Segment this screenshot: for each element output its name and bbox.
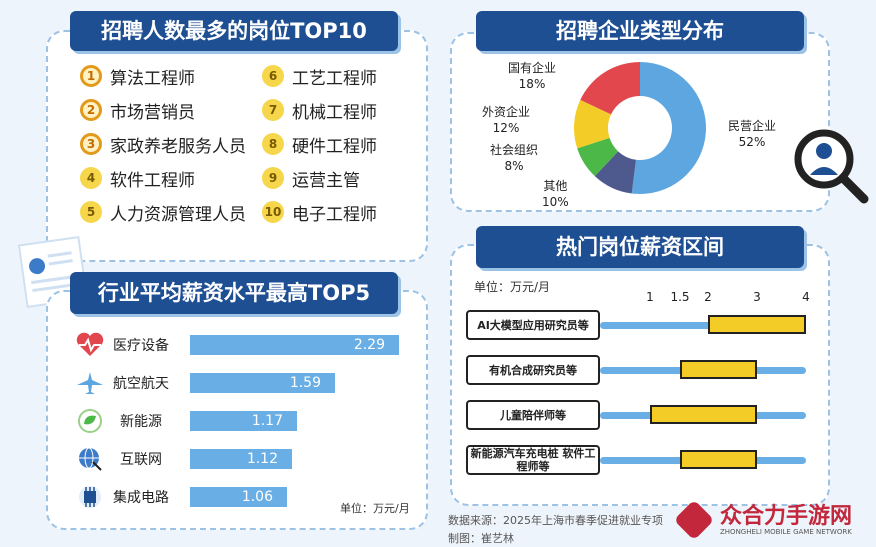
- top-job-item: 6 工艺工程师: [262, 61, 377, 91]
- top-job-item: 4 软件工程师: [80, 163, 195, 193]
- salary-job-label: 新能源汽车充电桩 软件工程师等: [466, 445, 600, 475]
- top-job-item: 9 运营主管: [262, 163, 360, 193]
- salary-range-bar: [650, 405, 757, 424]
- airplane-icon: [74, 369, 106, 397]
- industry-name: 互联网: [120, 452, 162, 468]
- rank-medal-icon: 8: [262, 133, 284, 155]
- donut-label: 民营企业 52%: [728, 118, 776, 150]
- donut-label: 外资企业 12%: [482, 104, 530, 136]
- salary-job-label: 有机合成研究员等: [466, 355, 600, 385]
- chart-author: 制图：崔艺林: [448, 532, 514, 545]
- industry-row: 集成电路: [74, 482, 176, 512]
- industry-salary-bar: 1.17: [190, 411, 297, 431]
- rank-medal-icon: 1: [80, 65, 102, 87]
- donut-slice: [580, 62, 640, 115]
- donut-slice: [577, 137, 619, 177]
- industry-row: 新能源: [74, 406, 176, 436]
- watermark-mark-icon: [673, 499, 715, 541]
- top-job-item: 8 硬件工程师: [262, 129, 377, 159]
- salary-job-label: 儿童陪伴师等: [466, 400, 600, 430]
- donut-label-pct: 8%: [504, 159, 524, 173]
- industry-name: 医疗设备: [113, 338, 169, 354]
- industry-unit: 单位：万元/月: [340, 502, 410, 515]
- salary-axis-tick: 1.5: [670, 290, 690, 304]
- top-job-name: 算法工程师: [110, 68, 195, 89]
- top-job-name: 软件工程师: [110, 170, 195, 191]
- top-job-item: 1 算法工程师: [80, 61, 195, 91]
- top-job-name: 硬件工程师: [292, 136, 377, 157]
- salary-range-title: 热门岗位薪资区间: [476, 226, 804, 268]
- top-job-item: 2 市场营销员: [80, 95, 195, 125]
- salary-job-label: AI大模型应用研究员等: [466, 310, 600, 340]
- salary-range-bar: [680, 360, 757, 379]
- top-job-name: 电子工程师: [292, 204, 377, 225]
- industry-salary-bar: 1.59: [190, 373, 335, 393]
- top-job-item: 5 人力资源管理人员: [80, 197, 246, 227]
- donut-label-name: 民营企业: [728, 119, 777, 133]
- rank-medal-icon: 7: [262, 99, 284, 121]
- donut-label-pct: 12%: [492, 121, 520, 135]
- top-job-name: 市场营销员: [110, 102, 195, 123]
- salary-track: [600, 322, 806, 329]
- donut-label-pct: 18%: [518, 77, 546, 91]
- industry-salary-bar: 2.29: [190, 335, 399, 355]
- salary-axis-tick: 3: [753, 290, 761, 304]
- top-job-name: 人力资源管理人员: [110, 204, 246, 225]
- salary-axis-tick: 1: [646, 290, 654, 304]
- industry-salary-title: 行业平均薪资水平最高TOP5: [70, 272, 398, 314]
- rank-medal-icon: 2: [80, 99, 102, 121]
- donut-label-name: 外资企业: [482, 105, 531, 119]
- top-jobs-title: 招聘人数最多的岗位TOP10: [70, 11, 398, 51]
- company-type-title: 招聘企业类型分布: [476, 11, 804, 51]
- salary-axis-tick: 2: [704, 290, 712, 304]
- salary-range-bar: [680, 450, 757, 469]
- salary-unit: 单位：万元/月: [474, 280, 551, 294]
- top-job-name: 工艺工程师: [292, 68, 377, 89]
- industry-salary-bar: 1.06: [190, 487, 287, 507]
- top-job-item: 10 电子工程师: [262, 197, 377, 227]
- rank-medal-icon: 6: [262, 65, 284, 87]
- donut-slice: [631, 62, 706, 194]
- top-job-item: 3 家政养老服务人员: [80, 129, 246, 159]
- donut-slice: [574, 99, 612, 149]
- industry-salary-bar: 1.12: [190, 449, 292, 469]
- top-jobs-panel: [46, 30, 428, 262]
- donut-slice: [594, 151, 636, 194]
- rank-medal-icon: 9: [262, 167, 284, 189]
- rank-medal-icon: 10: [262, 201, 284, 223]
- watermark-text: 众合力手游网: [720, 504, 853, 529]
- industry-row: 互联网: [74, 444, 176, 474]
- top-job-name: 机械工程师: [292, 102, 377, 123]
- magnifier-person-icon: [790, 125, 870, 205]
- chip-icon: [74, 483, 106, 511]
- industry-row: 航空航天: [74, 368, 176, 398]
- industry-name: 航空航天: [113, 376, 169, 392]
- salary-axis-tick: 4: [802, 290, 810, 304]
- donut-label-name: 社会组织: [490, 143, 539, 157]
- rank-medal-icon: 3: [80, 133, 102, 155]
- donut-label-pct: 10%: [542, 195, 569, 209]
- industry-name: 新能源: [120, 414, 162, 430]
- data-source: 数据来源：2025年上海市春季促进就业专项: [448, 514, 663, 527]
- salary-range-bar: [708, 315, 806, 334]
- industry-name: 集成电路: [113, 490, 169, 506]
- donut-label: 其他 10%: [542, 178, 569, 210]
- rank-medal-icon: 4: [80, 167, 102, 189]
- watermark-subtext: ZHONGHELI MOBILE GAME NETWORK: [720, 528, 852, 536]
- donut-label: 国有企业 18%: [508, 60, 556, 92]
- company-type-donut: [574, 62, 706, 194]
- watermark-logo: 众合力手游网 ZHONGHELI MOBILE GAME NETWORK: [673, 496, 872, 544]
- donut-label: 社会组织 8%: [490, 142, 538, 174]
- top-job-name: 运营主管: [292, 170, 360, 191]
- heart-pulse-icon: [74, 331, 106, 359]
- top-job-item: 7 机械工程师: [262, 95, 377, 125]
- rank-medal-icon: 5: [80, 201, 102, 223]
- donut-label-pct: 52%: [738, 135, 766, 149]
- top-job-name: 家政养老服务人员: [110, 136, 246, 157]
- industry-row: 医疗设备: [74, 330, 176, 360]
- leaf-icon: [74, 407, 106, 435]
- globe-icon: [74, 445, 106, 473]
- donut-label-name: 其他: [543, 179, 568, 193]
- donut-label-name: 国有企业: [508, 61, 557, 75]
